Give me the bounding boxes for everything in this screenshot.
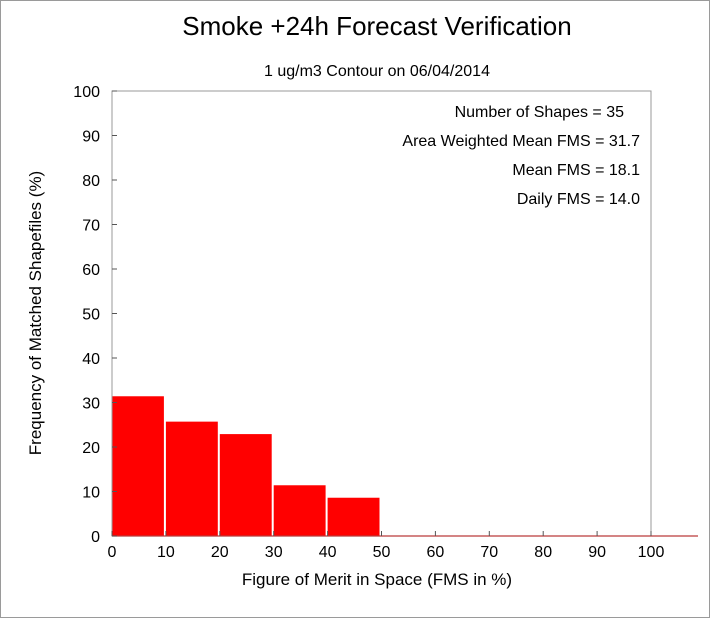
y-tick-label: 80 xyxy=(82,173,100,190)
histogram-bar xyxy=(112,396,164,536)
stat-mean-fms: Mean FMS = 18.1 xyxy=(512,162,640,179)
x-tick-label: 40 xyxy=(319,544,337,561)
chart-title: Smoke +24h Forecast Verification xyxy=(182,11,571,41)
y-tick-label: 90 xyxy=(82,129,100,146)
x-tick-label: 30 xyxy=(265,544,283,561)
stat-daily-fms: Daily FMS = 14.0 xyxy=(517,191,640,208)
x-tick-label: 50 xyxy=(373,544,391,561)
x-tick-label: 100 xyxy=(638,544,665,561)
y-tick-label: 0 xyxy=(91,529,100,546)
x-tick-label: 20 xyxy=(211,544,229,561)
y-tick-label: 70 xyxy=(82,218,100,235)
x-axis-ticks: 0 10 20 30 40 50 60 70 80 90 100 xyxy=(108,531,665,561)
y-tick-label: 10 xyxy=(82,485,100,502)
x-tick-label: 0 xyxy=(108,544,117,561)
y-tick-label: 50 xyxy=(82,307,100,324)
x-tick-label: 70 xyxy=(480,544,498,561)
x-axis-label: Figure of Merit in Space (FMS in %) xyxy=(242,570,512,589)
stat-number-of-shapes: Number of Shapes = 35 xyxy=(455,104,625,121)
chart-subtitle: 1 ug/m3 Contour on 06/04/2014 xyxy=(264,63,490,80)
bars-group xyxy=(112,396,380,536)
y-tick-label: 40 xyxy=(82,351,100,368)
y-tick-label: 100 xyxy=(73,84,100,101)
y-tick-label: 60 xyxy=(82,262,100,279)
histogram-bar xyxy=(165,421,218,536)
histogram-bar xyxy=(219,434,272,536)
y-axis-ticks: 0 10 20 30 40 50 60 70 80 90 100 xyxy=(73,84,117,546)
y-tick-label: 30 xyxy=(82,396,100,413)
x-tick-label: 10 xyxy=(157,544,175,561)
x-tick-label: 60 xyxy=(427,544,445,561)
stat-area-weighted-mean-fms: Area Weighted Mean FMS = 31.7 xyxy=(402,133,640,150)
y-tick-label: 20 xyxy=(82,440,100,457)
histogram-bar xyxy=(327,497,380,536)
y-axis-label: Frequency of Matched Shapefiles (%) xyxy=(26,171,45,455)
stats-box: Number of Shapes = 35 Area Weighted Mean… xyxy=(402,104,640,208)
histogram-bar xyxy=(273,485,326,536)
x-tick-label: 80 xyxy=(534,544,552,561)
x-tick-label: 90 xyxy=(588,544,606,561)
